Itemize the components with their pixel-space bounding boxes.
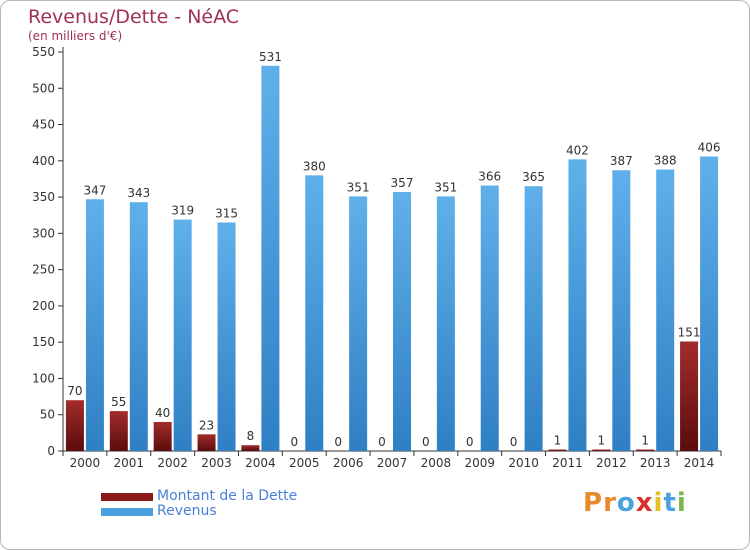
data-label-revenue: 315 [215, 206, 238, 220]
logo-letter: r [603, 488, 617, 518]
data-label-revenue: 406 [698, 140, 721, 154]
y-tick-label: 100 [32, 371, 55, 385]
bar-revenue [129, 202, 148, 451]
bar-debt [153, 421, 172, 451]
bar-revenue [305, 175, 324, 451]
bar-revenue [524, 186, 543, 451]
data-label-debt: 1 [641, 434, 649, 448]
bar-debt [592, 449, 611, 451]
data-label-revenue: 351 [347, 180, 370, 194]
x-tick-label: 2005 [289, 456, 320, 470]
legend-label-revenue: Revenus [157, 503, 217, 519]
bar-revenue [700, 156, 719, 451]
y-tick-label: 200 [32, 299, 55, 313]
logo-letter: x [635, 488, 654, 518]
data-label-revenue: 388 [654, 154, 677, 168]
y-tick-label: 300 [32, 226, 55, 240]
data-label-revenue: 365 [522, 170, 545, 184]
data-label-debt: 0 [290, 435, 298, 449]
y-tick-label: 500 [32, 81, 55, 95]
logo-letter: t [663, 488, 677, 518]
proxiti-logo: Proxiti [583, 488, 687, 518]
bar-revenue [436, 196, 455, 451]
x-tick-label: 2001 [114, 456, 145, 470]
legend-swatch-revenue [101, 508, 153, 516]
bar-debt [636, 449, 655, 451]
bar-revenue [217, 222, 236, 451]
data-label-debt: 40 [155, 406, 170, 420]
bar-revenue [480, 185, 499, 451]
bar-debt [680, 341, 699, 451]
legend-swatch-debt [101, 493, 153, 501]
y-tick-label: 350 [32, 190, 55, 204]
data-label-revenue: 319 [171, 204, 194, 218]
y-tick-label: 400 [32, 154, 55, 168]
data-label-debt: 70 [67, 384, 82, 398]
data-label-debt: 1 [598, 434, 606, 448]
data-label-revenue: 351 [434, 180, 457, 194]
bar-revenue [568, 159, 587, 451]
bar-revenue [393, 192, 411, 451]
x-tick-label: 2007 [377, 456, 408, 470]
data-label-revenue: 380 [303, 159, 326, 173]
x-tick-label: 2006 [333, 456, 364, 470]
y-tick-label: 0 [47, 444, 55, 458]
data-label-debt: 23 [199, 418, 214, 432]
y-tick-label: 50 [40, 408, 55, 422]
data-label-debt: 8 [247, 429, 255, 443]
bar-debt [241, 445, 260, 451]
data-label-revenue: 357 [391, 176, 414, 190]
x-tick-label: 2012 [596, 456, 627, 470]
x-tick-label: 2000 [70, 456, 101, 470]
x-tick-label: 2009 [464, 456, 495, 470]
data-label-revenue: 366 [478, 169, 501, 183]
data-label-debt: 0 [378, 435, 386, 449]
data-label-debt: 0 [510, 435, 518, 449]
x-tick-label: 2014 [684, 456, 715, 470]
data-label-debt: 0 [466, 435, 474, 449]
bar-revenue [612, 170, 631, 451]
bar-debt [548, 449, 567, 451]
y-tick-label: 550 [32, 45, 55, 59]
data-label-debt: 0 [422, 435, 430, 449]
x-tick-label: 2008 [421, 456, 452, 470]
bar-revenue [85, 199, 104, 451]
logo-letter: i [676, 488, 687, 518]
bar-debt [65, 400, 84, 451]
x-tick-label: 2004 [245, 456, 276, 470]
x-tick-label: 2010 [508, 456, 539, 470]
chart-subtitle: (en milliers d'€) [28, 29, 123, 43]
bar-debt [197, 434, 216, 451]
bar-revenue [656, 169, 675, 452]
bar-revenue [173, 219, 192, 451]
x-tick-label: 2003 [201, 456, 232, 470]
data-label-revenue: 347 [83, 183, 106, 197]
bar-revenue [349, 196, 368, 451]
logo-letter: i [653, 488, 664, 518]
x-tick-label: 2011 [552, 456, 583, 470]
y-tick-label: 150 [32, 335, 55, 349]
data-label-debt: 55 [111, 395, 126, 409]
y-tick-label: 450 [32, 118, 55, 132]
data-label-debt: 0 [334, 435, 342, 449]
data-label-revenue: 387 [610, 154, 633, 168]
data-label-debt: 151 [678, 325, 701, 339]
data-label-revenue: 531 [259, 50, 282, 64]
logo-letter: P [583, 488, 604, 518]
data-label-revenue: 343 [127, 186, 150, 200]
data-label-revenue: 402 [566, 143, 589, 157]
y-tick-label: 250 [32, 263, 55, 277]
x-tick-label: 2002 [157, 456, 188, 470]
bar-debt [109, 411, 128, 451]
x-tick-label: 2013 [640, 456, 671, 470]
data-label-debt: 1 [554, 434, 562, 448]
bar-revenue [261, 65, 280, 452]
chart-title: Revenus/Dette - NéAC [28, 6, 240, 28]
logo-letter: o [616, 488, 636, 518]
legend-label-debt: Montant de la Dette [157, 488, 298, 504]
